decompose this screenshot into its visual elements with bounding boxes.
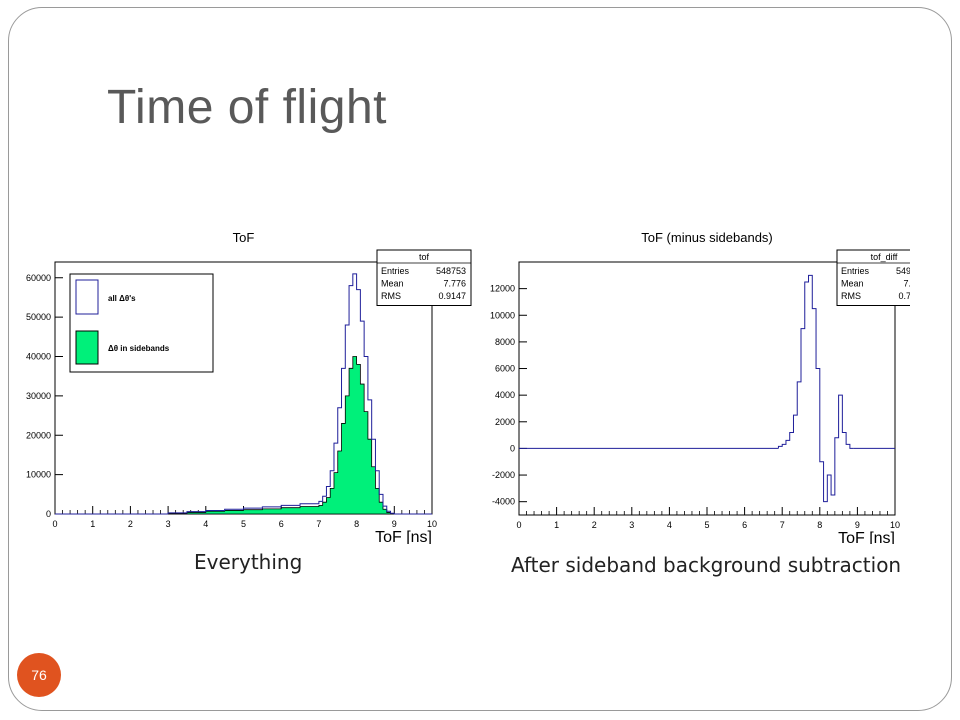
x-tick-label: 7 [316,519,321,529]
y-tick-label: -2000 [492,470,515,480]
stats-label: Mean [841,279,864,289]
legend-swatch-sidebands [75,330,99,365]
x-tick-label: 4 [203,519,208,529]
sideband-histogram [167,356,399,515]
x-axis-label: ToF [ns] [375,529,432,544]
page-number-badge: 76 [17,653,61,697]
y-tick-label: 12000 [490,284,515,294]
y-tick-label: 60000 [26,273,51,283]
y-tick-label: 20000 [26,430,51,440]
y-tick-label: 2000 [495,417,515,427]
x-tick-label: 0 [52,519,57,529]
caption-subtraction: After sideband background subtraction [511,553,902,577]
y-tick-label: -4000 [492,497,515,507]
x-tick-label: 5 [241,519,246,529]
stats-box-name: tof_diff [871,252,898,262]
stats-box-name: tof [419,252,430,262]
y-tick-label: 40000 [26,352,51,362]
chart-title: ToF (minus sidebands) [641,230,773,245]
x-tick-label: 7 [780,520,785,530]
chart-title: ToF [233,230,255,245]
x-tick-label: 9 [855,520,860,530]
y-tick-label: 10000 [26,470,51,480]
stats-label: RMS [381,291,401,301]
slide-title: Time of flight [107,81,387,134]
x-tick-label: 1 [554,520,559,530]
y-tick-label: 0 [510,443,515,453]
y-tick-label: 30000 [26,391,51,401]
stats-label: Entries [841,266,870,276]
stats-value: 549453 [896,266,910,276]
y-tick-label: 0 [46,509,51,519]
x-tick-label: 3 [166,519,171,529]
stats-value: 0.9147 [438,291,466,301]
caption-everything: Everything [194,550,303,574]
stats-value: 0.7152 [898,291,910,301]
stats-value: 7.534 [903,279,910,289]
x-tick-label: 1 [90,519,95,529]
x-tick-label: 2 [128,519,133,529]
y-tick-label: 10000 [490,310,515,320]
main-histogram [167,273,399,515]
y-tick-label: 8000 [495,337,515,347]
stats-value: 548753 [436,266,466,276]
x-tick-label: 9 [392,519,397,529]
stats-box [836,249,910,306]
x-tick-label: 2 [592,520,597,530]
legend-label-sidebands: Δθ in sidebands [108,344,170,353]
stats-label: Entries [381,266,410,276]
y-tick-label: 4000 [495,390,515,400]
x-tick-label: 6 [742,520,747,530]
x-tick-label: 4 [667,520,672,530]
stats-label: RMS [841,291,861,301]
x-axis-label: ToF [ns] [838,530,895,544]
x-tick-label: 5 [704,520,709,530]
legend-label-all: all Δθ's [108,294,136,303]
x-tick-label: 8 [817,520,822,530]
x-tick-label: 10 [427,519,437,529]
x-tick-label: 8 [354,519,359,529]
legend-swatch-all [75,279,99,315]
main-histogram [777,274,854,503]
x-tick-label: 3 [629,520,634,530]
stats-box [376,249,472,306]
stats-label: Mean [381,279,404,289]
x-tick-label: 0 [516,520,521,530]
stats-value: 7.776 [443,279,466,289]
y-tick-label: 50000 [26,312,51,322]
x-tick-label: 10 [890,520,900,530]
y-tick-label: 6000 [495,364,515,374]
x-tick-label: 6 [279,519,284,529]
